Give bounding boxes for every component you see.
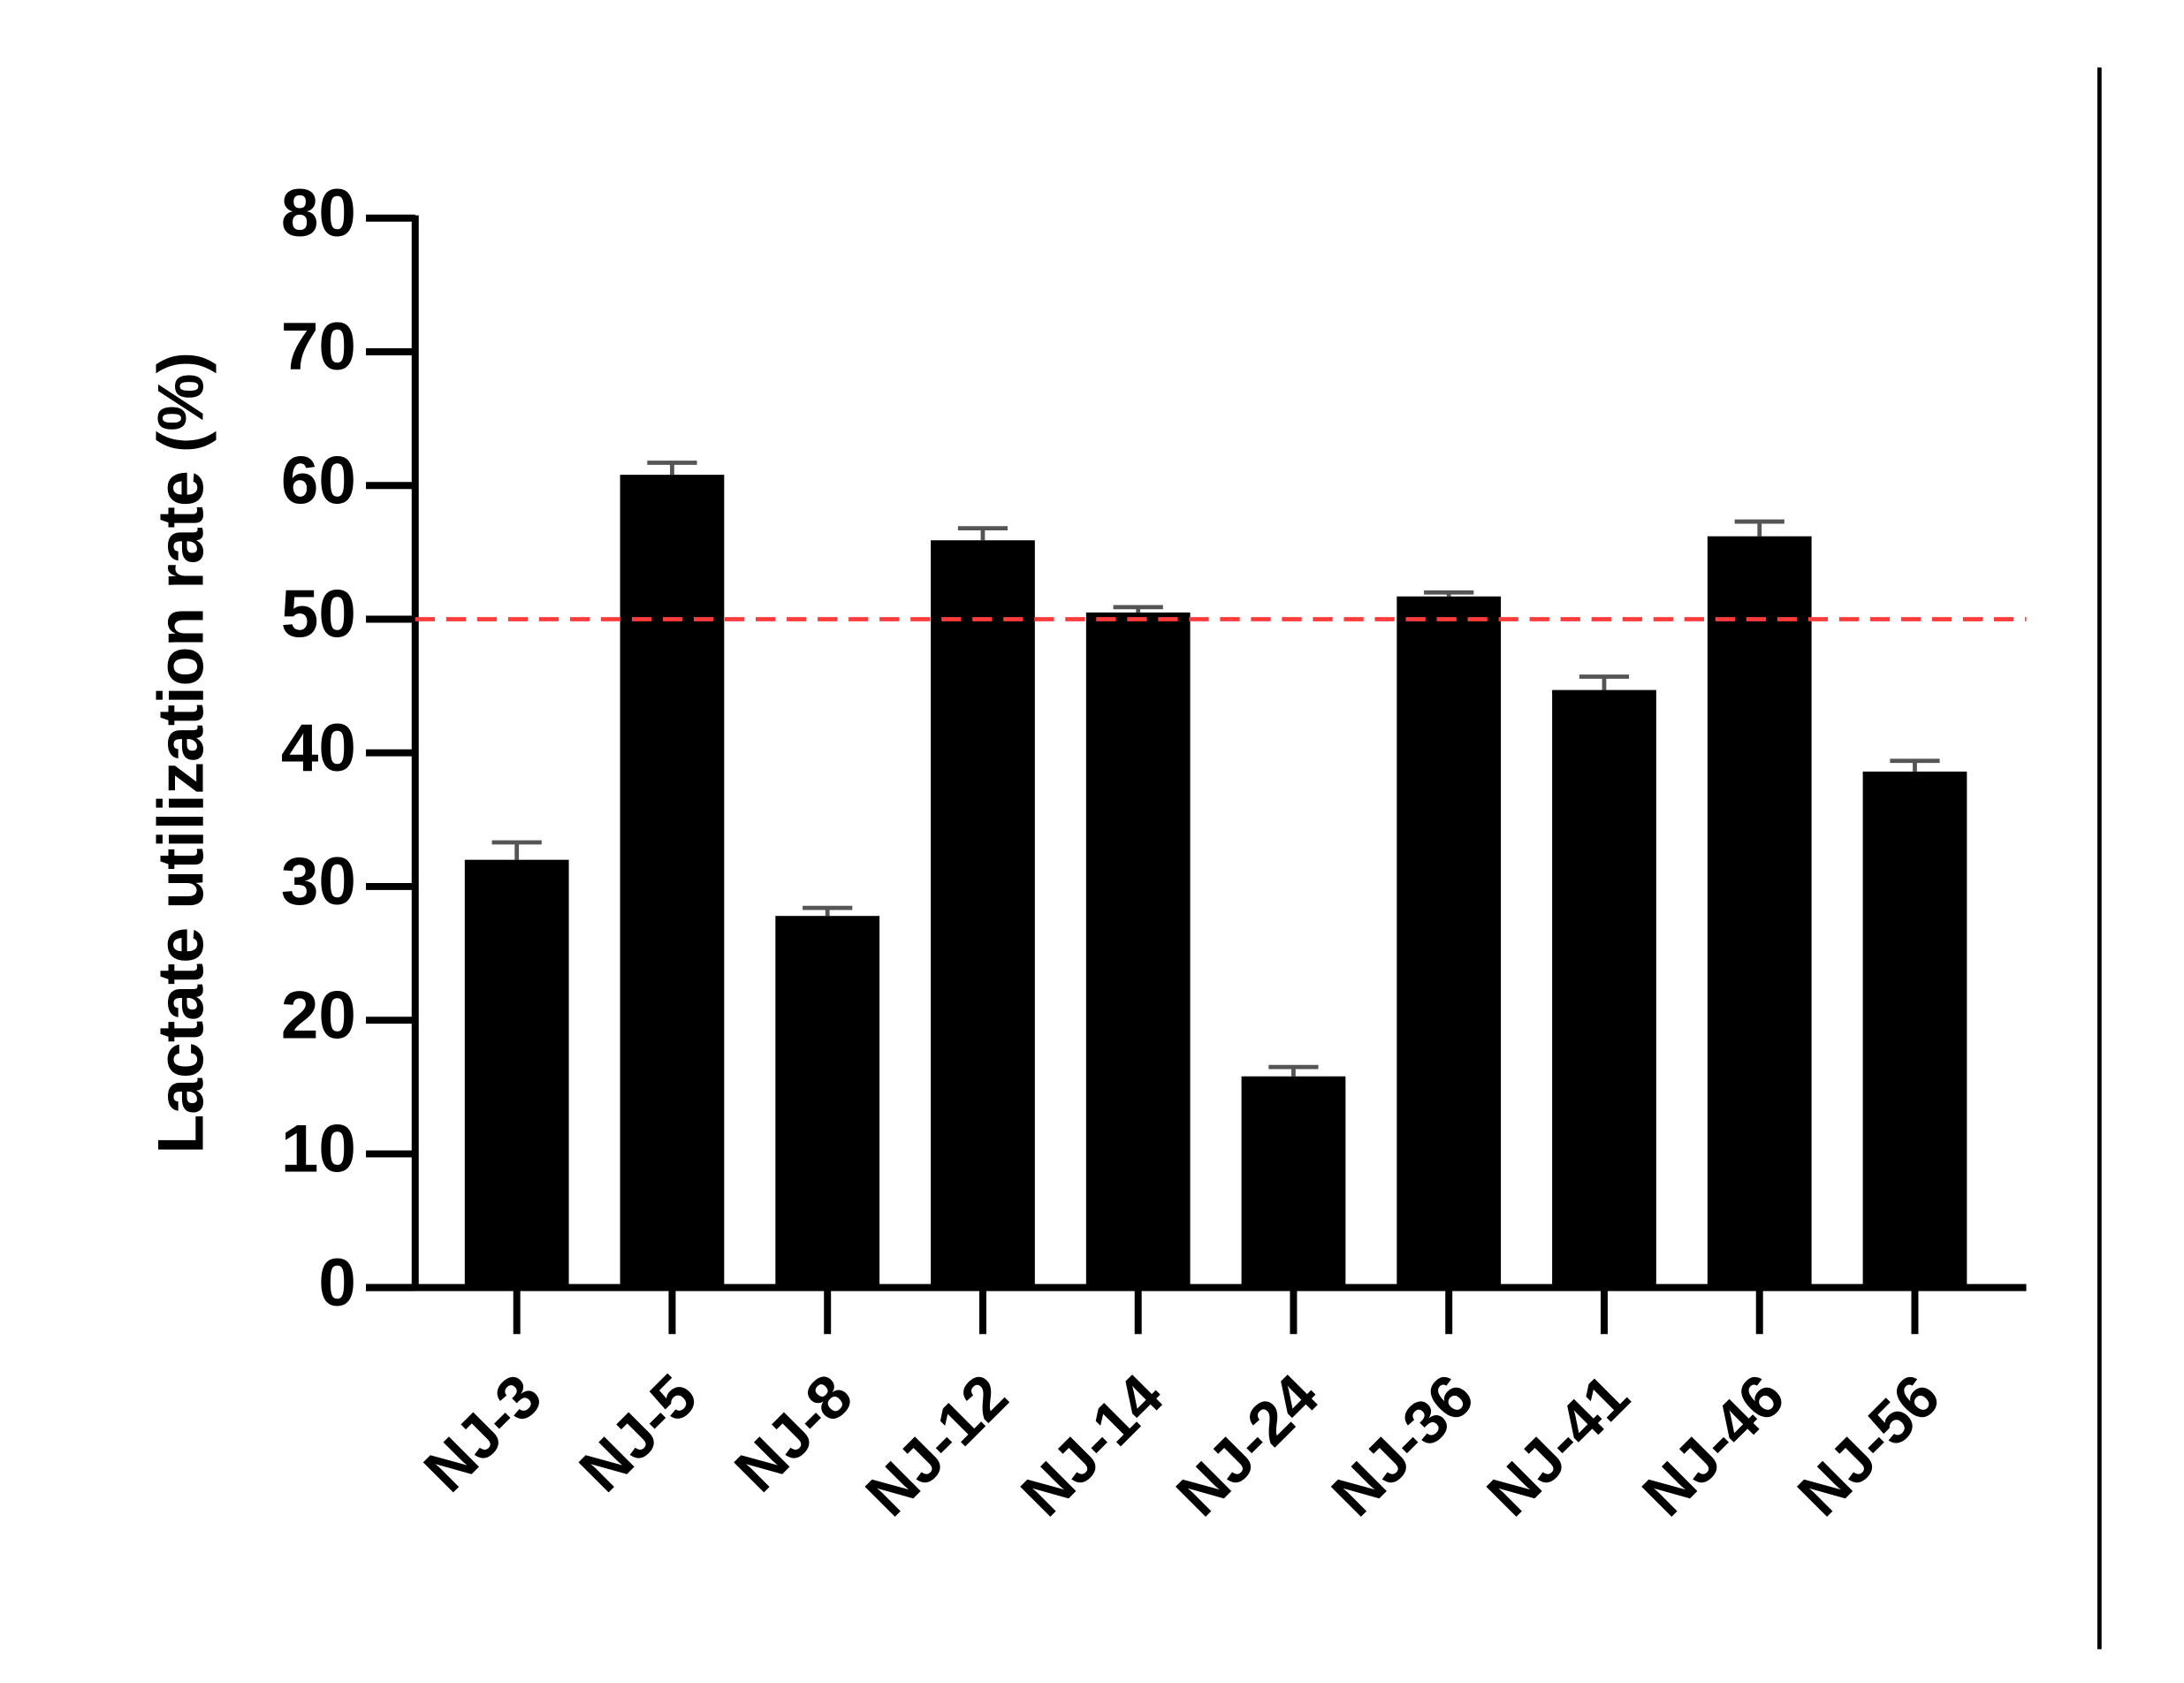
bar bbox=[1707, 536, 1812, 1288]
y-tick-label: 40 bbox=[281, 711, 356, 786]
bar bbox=[931, 540, 1035, 1288]
y-tick-label: 10 bbox=[281, 1112, 356, 1187]
y-axis-label: Lactate utilization rate (%) bbox=[145, 352, 217, 1154]
bar bbox=[1396, 596, 1502, 1288]
y-tick-label: 30 bbox=[281, 844, 356, 919]
y-tick-label: 50 bbox=[281, 577, 356, 652]
y-tick-label: 60 bbox=[281, 443, 356, 518]
y-tick-label: 70 bbox=[281, 309, 356, 385]
y-tick-label: 80 bbox=[281, 176, 356, 251]
y-tick-label: 20 bbox=[281, 978, 356, 1053]
bar bbox=[1085, 612, 1191, 1288]
bar bbox=[620, 475, 725, 1288]
bar bbox=[1862, 771, 1967, 1288]
y-tick-label: 0 bbox=[318, 1245, 356, 1321]
bar bbox=[1241, 1076, 1346, 1288]
bar bbox=[464, 859, 569, 1288]
bar bbox=[775, 916, 880, 1288]
bar bbox=[1552, 689, 1656, 1288]
